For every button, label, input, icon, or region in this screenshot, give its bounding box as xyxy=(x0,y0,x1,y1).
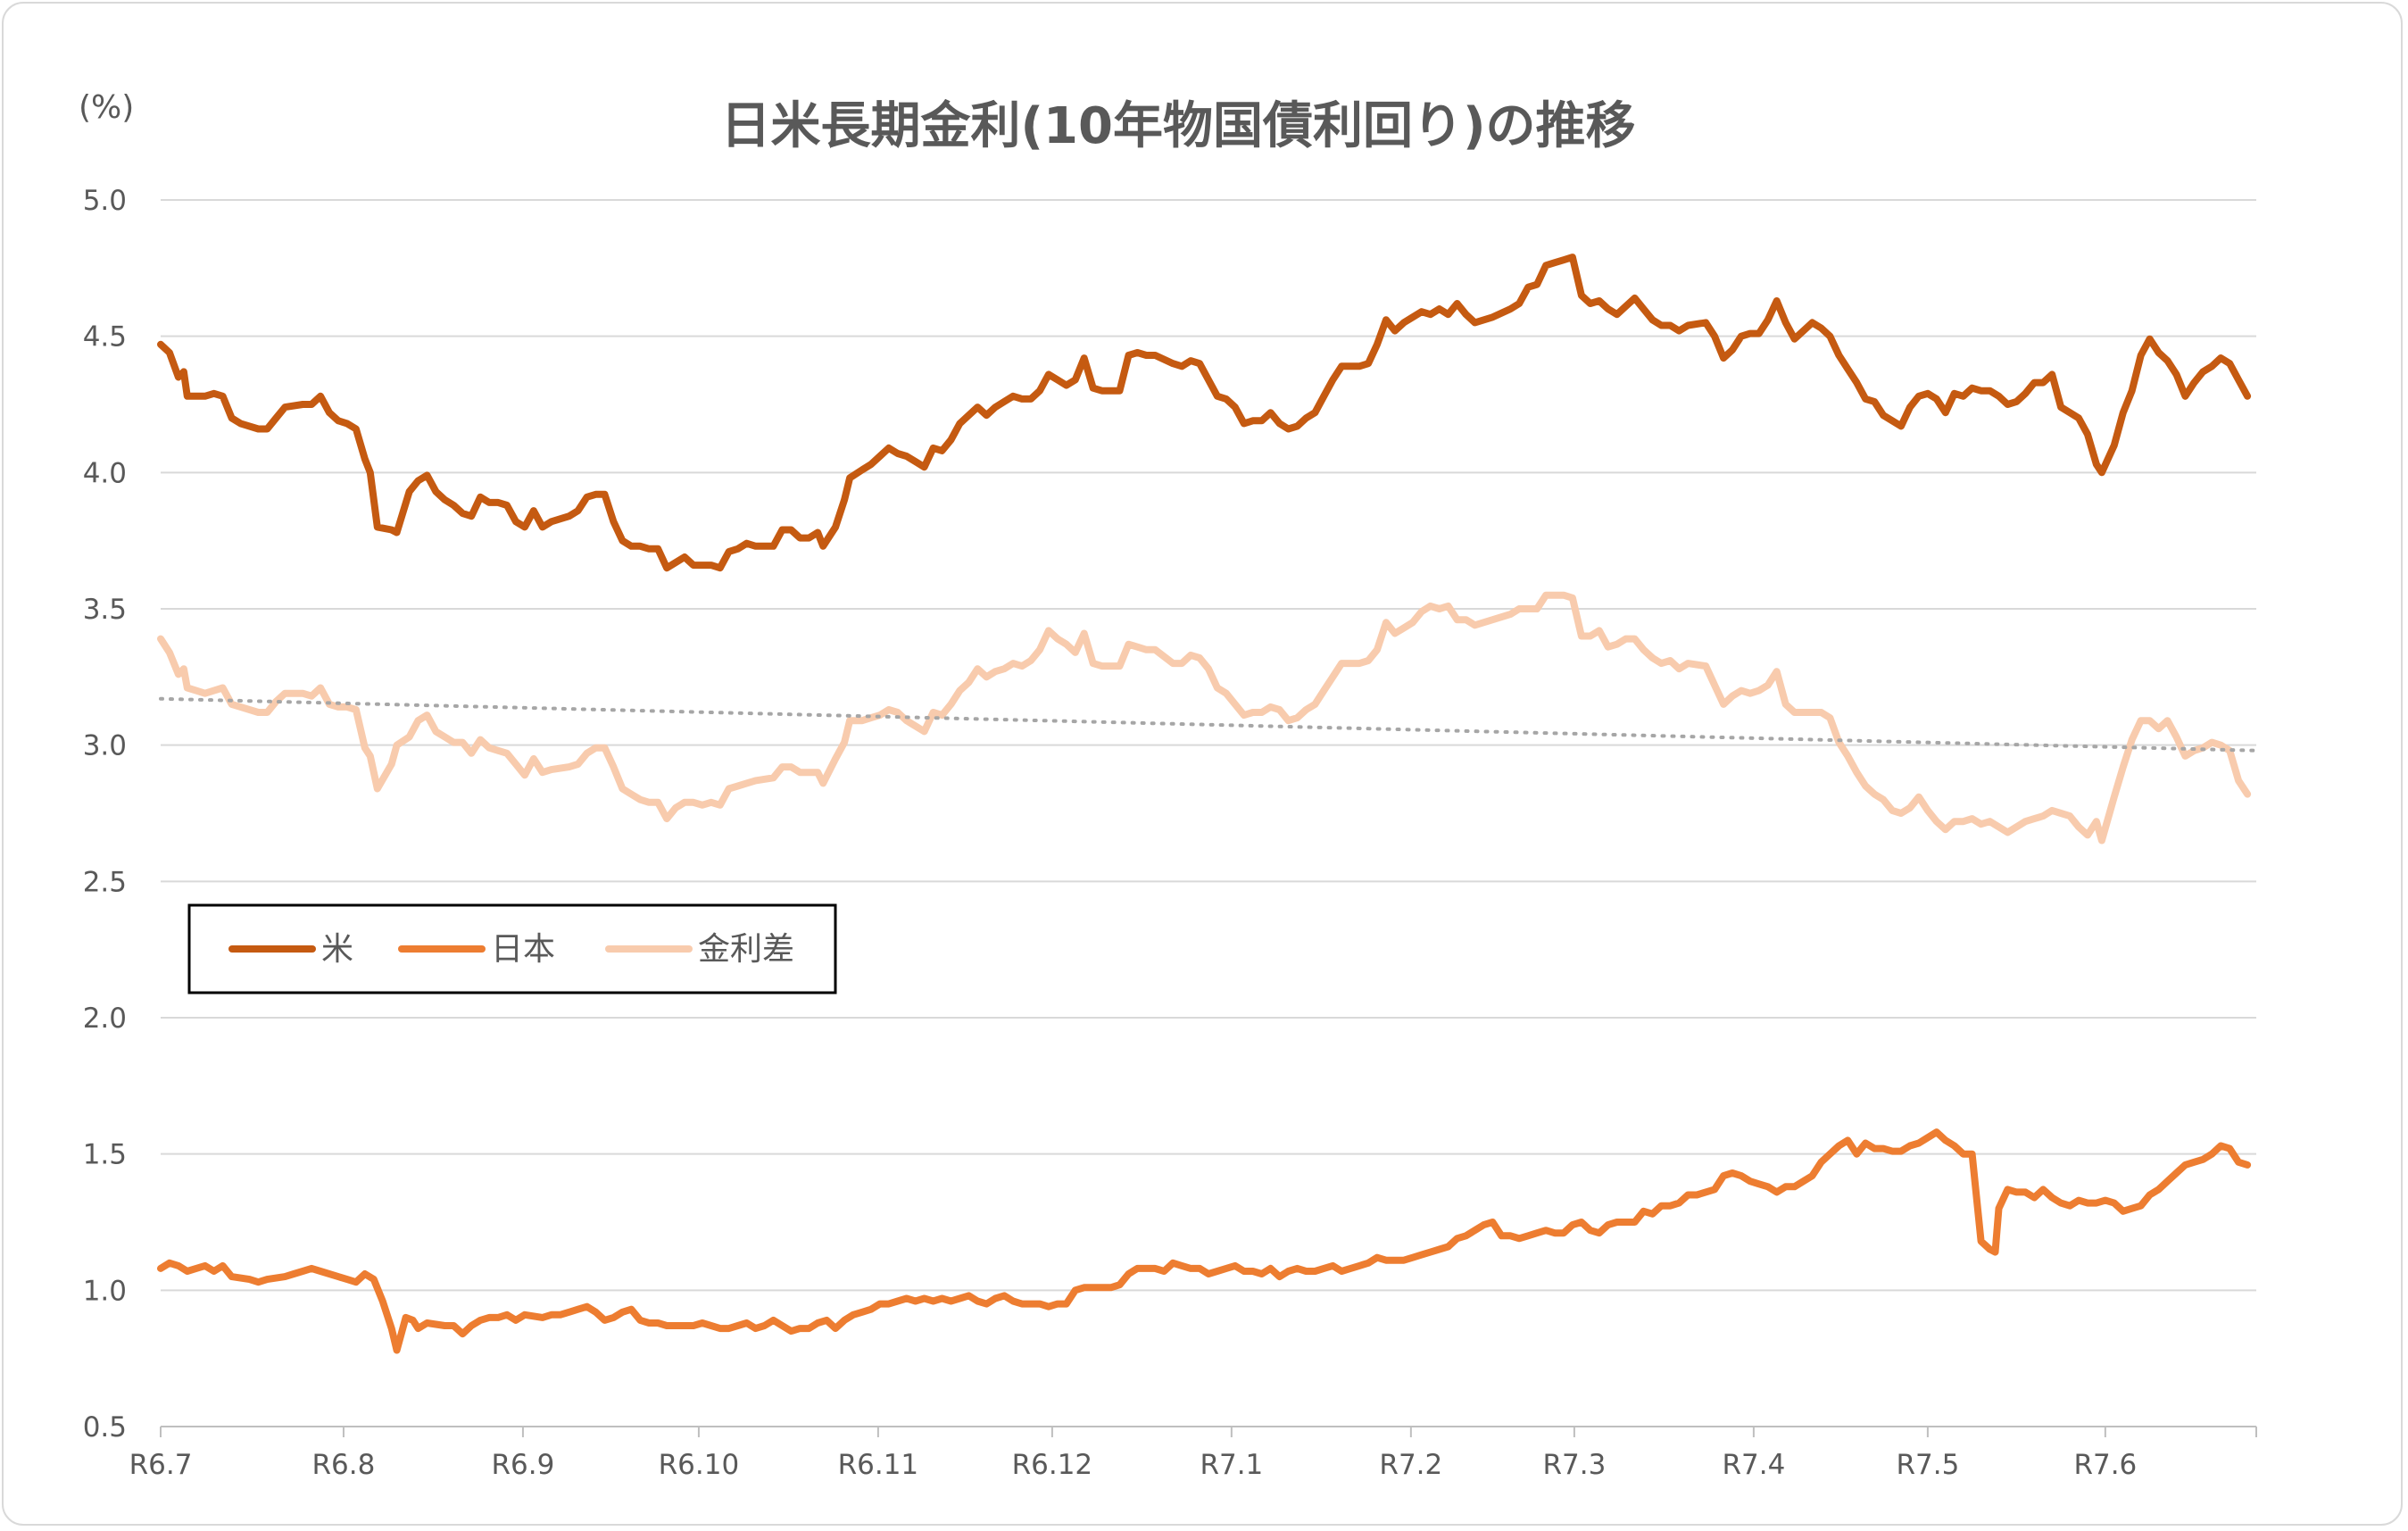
legend-label-spread: 金利差 xyxy=(698,931,794,968)
y-unit-label: (%) xyxy=(79,89,134,126)
x-tick-label: R7.5 xyxy=(1896,1449,1959,1481)
y-tick-label: 1.0 xyxy=(83,1275,127,1307)
y-tick-label: 2.0 xyxy=(83,1003,127,1035)
grid-lines xyxy=(161,199,2256,1292)
x-tick-label: R7.6 xyxy=(2073,1449,2137,1481)
legend-label-us: 米 xyxy=(321,931,353,968)
y-tick-label: 0.5 xyxy=(83,1411,127,1444)
x-tick-label: R6.12 xyxy=(1012,1449,1093,1481)
series-line-japan xyxy=(157,1128,2252,1354)
y-tick-label: 3.5 xyxy=(83,594,127,626)
series-line-us xyxy=(157,254,2252,572)
x-tick-label: R6.11 xyxy=(838,1449,919,1481)
y-tick-label: 4.0 xyxy=(83,457,127,489)
y-tick-label: 3.0 xyxy=(83,730,127,762)
series-lines xyxy=(157,254,2258,1354)
x-tick-label: R7.2 xyxy=(1379,1449,1442,1481)
y-axis-ticks: 0.5 1.0 1.5 2.0 2.5 3.0 3.5 4.0 4.5 5.0 xyxy=(83,185,127,1444)
x-tick-label: R7.4 xyxy=(1722,1449,1785,1481)
x-tick-label: R6.9 xyxy=(492,1449,555,1481)
x-tick-label: R6.7 xyxy=(129,1449,193,1481)
x-tick-label: R7.1 xyxy=(1200,1449,1263,1481)
trendline-spread xyxy=(159,696,2258,753)
series-line-spread xyxy=(157,591,2252,845)
y-tick-label: 4.5 xyxy=(83,321,127,354)
legend-label-japan: 日本 xyxy=(491,931,555,968)
x-tick-label: R6.10 xyxy=(659,1449,740,1481)
chart-title: 日米長期金利(10年物国債利回り)の推移 xyxy=(720,97,1635,155)
x-axis: R6.7 R6.8 R6.9 R6.10 R6.11 R6.12 R7.1 R7.2 R7.3 R… xyxy=(129,1426,2257,1481)
y-tick-label: 5.0 xyxy=(83,185,127,217)
y-tick-label: 1.5 xyxy=(83,1139,127,1171)
y-tick-label: 2.5 xyxy=(83,866,127,898)
legend: 米 日本 金利差 xyxy=(187,903,837,994)
x-tick-label: R6.8 xyxy=(312,1449,376,1481)
x-tick-label: R7.3 xyxy=(1542,1449,1606,1481)
